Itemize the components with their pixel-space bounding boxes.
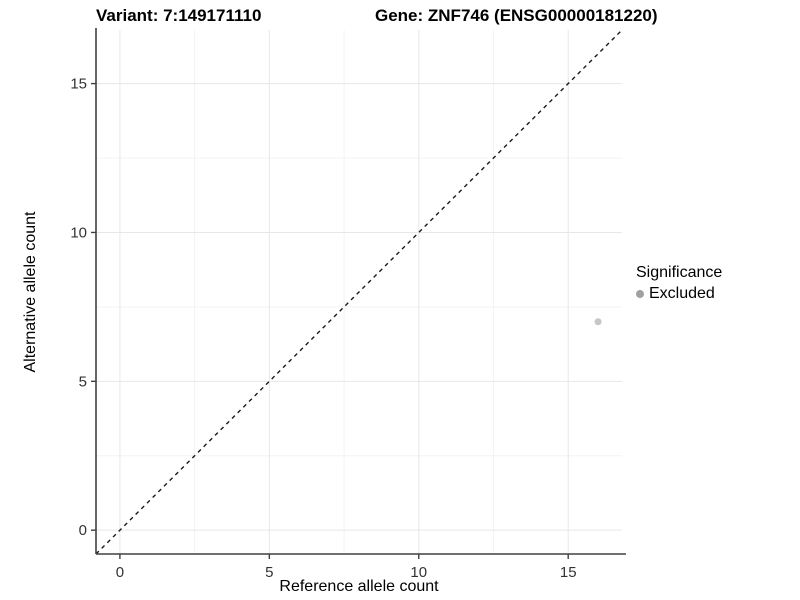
y-tick-label: 15	[70, 76, 87, 93]
x-tick-label: 10	[410, 564, 427, 581]
legend-entry-excluded: Excluded	[636, 285, 722, 303]
grid-minor	[96, 30, 622, 554]
legend-entry-label: Excluded	[649, 285, 715, 302]
tick-labels: 0 5 10 15 0 5 10 15	[70, 76, 576, 581]
y-tick-label: 0	[79, 522, 87, 539]
x-axis-title: Reference allele count	[279, 578, 439, 595]
x-tick-label: 5	[265, 564, 273, 581]
x-tick-label: 15	[560, 564, 577, 581]
y-tick-label: 5	[79, 373, 87, 390]
legend: Significance Excluded	[636, 264, 722, 303]
axis-ticks	[91, 82, 569, 559]
data-point	[594, 318, 602, 326]
grid-major	[96, 30, 622, 554]
identity-line	[95, 29, 623, 555]
gene-title: Gene: ZNF746 (ENSG00000181220)	[375, 6, 658, 25]
x-tick-label: 0	[116, 564, 124, 581]
variant-title: Variant: 7:149171110	[96, 6, 262, 25]
y-tick-label: 10	[70, 224, 87, 241]
legend-title: Significance	[636, 264, 723, 281]
legend-point-icon	[636, 290, 644, 298]
axis-lines	[95, 28, 626, 555]
y-axis-title: Alternative allele count	[22, 211, 39, 373]
data-points	[594, 318, 602, 326]
